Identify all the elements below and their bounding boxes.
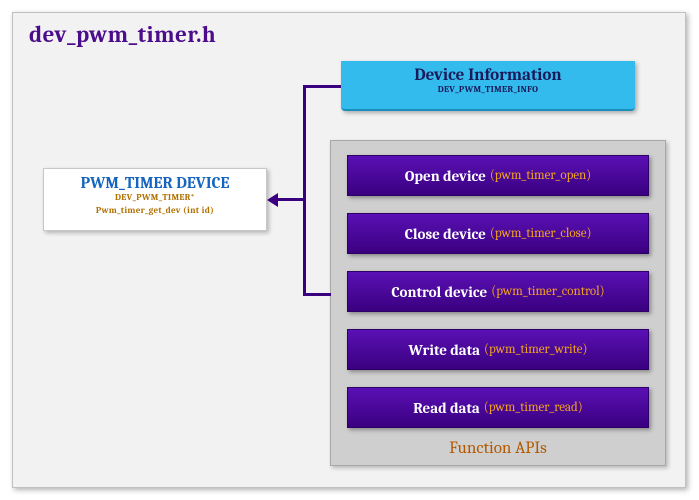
api-button-fn: (pwm_timer_control)	[491, 284, 604, 299]
pwm-timer-device-line1: DEV_PWM_TIMER*	[44, 192, 266, 205]
api-button-fn: (pwm_timer_write)	[484, 342, 587, 357]
device-info-box: Device Information DEV_PWM_TIMER_INFO	[341, 61, 635, 111]
api-button-fn: (pwm_timer_open)	[490, 168, 591, 183]
arrowhead-to-device	[267, 193, 278, 207]
connector-to-device	[277, 198, 305, 201]
api-button-control-device: Control device (pwm_timer_control)	[347, 271, 649, 312]
file-heading: dev_pwm_timer.h	[29, 21, 216, 48]
pwm-timer-device-title: PWM_TIMER DEVICE	[44, 174, 266, 192]
api-button-label: Read data	[413, 399, 480, 417]
api-button-label: Control device	[391, 283, 487, 301]
api-button-label: Open device	[405, 167, 486, 185]
api-button-fn: (pwm_timer_close)	[490, 226, 592, 241]
api-button-close-device: Close device (pwm_timer_close)	[347, 213, 649, 254]
api-button-label: Write data	[409, 341, 480, 359]
api-button-open-device: Open device (pwm_timer_open)	[347, 155, 649, 196]
function-apis-label: Function APIs	[331, 439, 665, 458]
pwm-timer-device-line2: Pwm_timer_get_dev (int id)	[44, 205, 266, 218]
api-button-read-data: Read data (pwm_timer_read)	[347, 387, 649, 428]
api-button-write-data: Write data (pwm_timer_write)	[347, 329, 649, 370]
connector-vertical	[303, 85, 306, 296]
device-info-subtitle: DEV_PWM_TIMER_INFO	[341, 85, 635, 95]
connector-to-apis	[303, 293, 331, 296]
diagram-container: dev_pwm_timer.h Device Information DEV_P…	[12, 12, 686, 488]
api-button-label: Close device	[405, 225, 486, 243]
function-apis-container: Open device (pwm_timer_open) Close device…	[330, 140, 666, 466]
pwm-timer-device-box: PWM_TIMER DEVICE DEV_PWM_TIMER* Pwm_time…	[43, 168, 267, 231]
api-button-fn: (pwm_timer_read)	[484, 400, 583, 415]
connector-to-info	[303, 85, 341, 88]
device-info-title: Device Information	[341, 66, 635, 85]
